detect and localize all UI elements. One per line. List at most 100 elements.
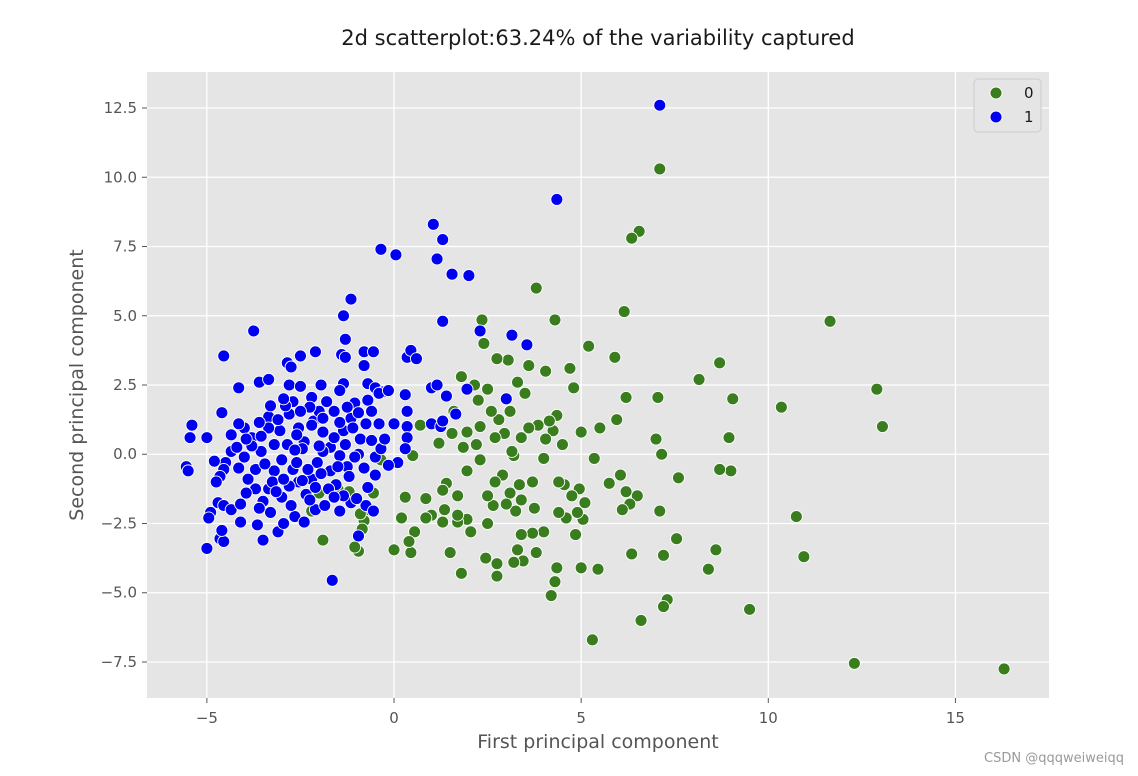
series-1-point [499,392,513,406]
series-0-point [529,546,543,560]
series-1-point [294,349,307,363]
series-1-point [462,269,476,283]
series-0-point [451,489,465,503]
y-tick-label: 2.5 [113,376,137,394]
series-1-point [387,417,401,431]
series-1-point [217,349,231,363]
series-0-point [490,352,504,366]
series-1-point [460,382,474,396]
series-1-point [361,481,375,494]
series-1-point [445,267,459,281]
series-1-point [290,428,304,442]
series-1-point [338,350,352,364]
series-1-point [224,503,238,517]
series-1-point [372,417,386,431]
series-1-point [381,384,395,397]
series-0-point [526,475,539,489]
series-0-point [610,413,624,427]
series-0-point [473,420,487,433]
series-0-point [511,543,524,557]
series-1-point [269,485,283,499]
series-1-point [320,395,334,409]
series-1-point [436,314,450,328]
series-1-point [357,461,371,475]
series-0-point [537,525,551,539]
series-1-point [258,457,272,471]
series-1-point [224,428,238,442]
series-1-point [264,505,277,519]
series-0-point [512,478,526,492]
series-1-point [185,418,199,432]
series-0-point [443,546,457,560]
series-0-point [670,532,684,546]
data-points [179,98,1011,676]
series-0-point [550,561,564,575]
series-1-point [381,458,395,472]
series-1-point [256,533,270,547]
series-0-point [436,515,450,529]
series-0-point [625,231,639,245]
series-0-point [593,421,607,435]
series-1-point [338,438,352,452]
series-1-point [368,468,382,482]
series-1-point [230,440,244,454]
series-1-point [342,469,356,483]
watermark: CSDN @qqqweiweiqq [984,751,1124,766]
series-1-point [239,432,253,446]
series-1-point [271,413,285,427]
series-0-point [460,425,474,439]
series-1-point [277,517,291,530]
series-0-point [316,533,330,547]
series-0-point [726,392,740,406]
series-1-point [202,511,216,525]
series-1-point [361,393,375,407]
series-0-point [870,382,884,396]
series-0-point [464,525,478,539]
series-1-point [207,454,221,468]
series-1-point [653,98,667,112]
series-1-point [294,379,307,393]
series-1-point [325,573,339,587]
series-0-point [548,313,562,327]
series-0-point [473,453,487,467]
series-0-point [574,425,588,439]
series-1-point [295,474,309,488]
series-1-point [505,328,519,342]
series-1-point [366,345,380,359]
series-0-point [419,492,433,506]
series-1-point [520,338,534,352]
series-0-point [486,499,500,512]
series-1-point [250,518,264,532]
x-axis: −5 0 5 10 15 [196,698,965,727]
series-1-point [262,373,276,386]
series-0-point [460,464,474,478]
series-1-point [366,504,380,518]
series-0-point [395,511,408,525]
series-0-point [514,493,528,507]
series-1-point [284,499,298,512]
series-1-point [301,463,315,476]
series-0-point [713,463,727,476]
series-0-point [552,505,566,519]
x-tick-label: 0 [389,709,399,727]
series-0-point [509,504,523,518]
series-1-point [365,433,379,447]
series-1-point [327,404,341,418]
series-1-point [410,352,423,366]
series-0-point [655,447,669,461]
series-1-point [337,309,350,323]
series-1-point [436,414,450,428]
series-1-point [398,388,412,402]
x-tick-label: 15 [946,709,965,727]
series-1-point [275,453,289,467]
series-1-point [264,399,277,413]
series-1-point [277,472,291,486]
series-1-point [294,404,307,418]
legend-marker-0 [989,86,1003,100]
series-1-point [350,492,364,506]
series-1-point [262,421,276,435]
series-0-point [529,281,543,295]
series-0-point [477,337,491,350]
series-1-point [252,415,266,429]
